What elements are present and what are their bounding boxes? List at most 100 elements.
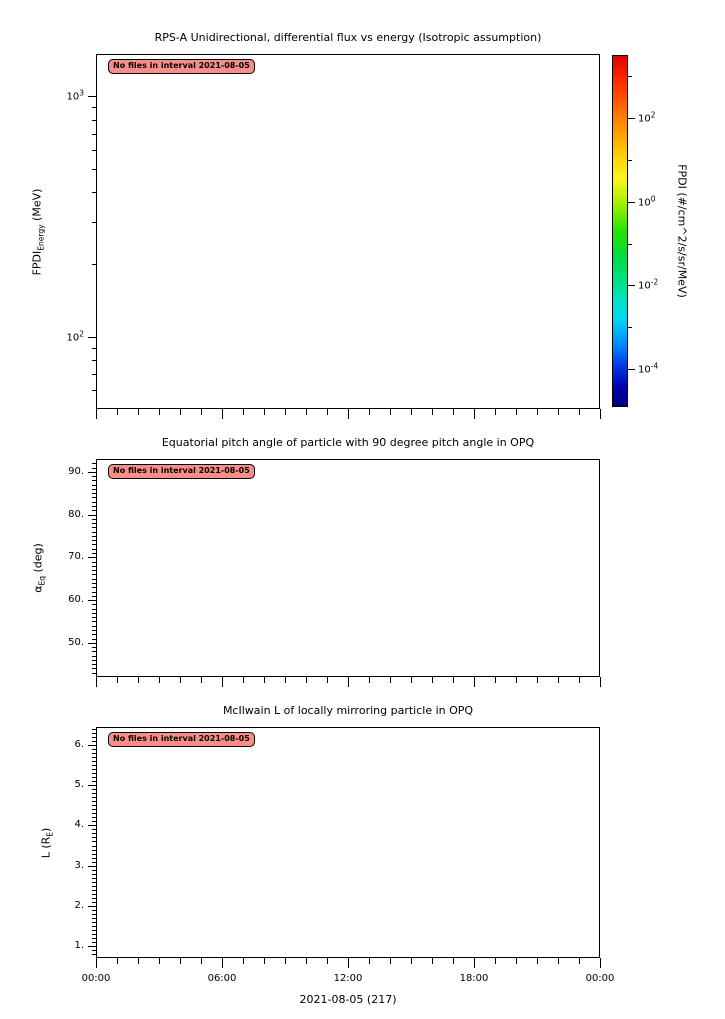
x-minor-tick xyxy=(159,958,160,964)
colorbar-minor-tick xyxy=(628,243,632,245)
y-minor-tick xyxy=(92,885,96,887)
colorbar-minor-tick xyxy=(628,159,632,161)
y-minor-tick xyxy=(92,869,96,871)
y-minor-tick xyxy=(92,540,96,542)
y-minor-tick xyxy=(92,909,96,911)
y-minor-tick xyxy=(92,773,96,775)
y-major-tick xyxy=(88,745,96,747)
x-minor-tick xyxy=(180,958,181,964)
y-minor-tick xyxy=(92,933,96,935)
y-minor-tick xyxy=(92,107,96,109)
x-minor-tick xyxy=(516,677,517,683)
x-minor-tick xyxy=(138,409,139,415)
y-minor-tick xyxy=(92,789,96,791)
y-minor-tick xyxy=(92,480,96,482)
y-major-tick xyxy=(88,336,96,338)
x-tick-label: 12:00 xyxy=(333,973,363,984)
y-minor-tick xyxy=(92,510,96,512)
x-minor-tick xyxy=(558,409,559,415)
y-minor-tick xyxy=(92,781,96,783)
x-major-tick xyxy=(600,677,601,687)
y-minor-tick xyxy=(92,133,96,135)
x-minor-tick xyxy=(516,409,517,415)
colorbar-major-tick xyxy=(628,201,635,203)
x-major-tick xyxy=(222,677,223,687)
panel1-no-files-badge: No files in interval 2021-08-05 xyxy=(108,59,255,74)
colorbar-minor-tick xyxy=(628,327,632,329)
y-minor-tick xyxy=(92,570,96,572)
y-minor-tick xyxy=(92,897,96,899)
x-major-tick xyxy=(222,958,223,968)
x-minor-tick xyxy=(369,677,370,683)
x-minor-tick xyxy=(516,958,517,964)
x-major-tick xyxy=(474,409,475,419)
panel2-no-files-badge: No files in interval 2021-08-05 xyxy=(108,464,255,479)
y-minor-tick xyxy=(92,857,96,859)
x-major-tick xyxy=(96,409,97,419)
x-major-tick xyxy=(222,409,223,419)
x-tick-label: 00:00 xyxy=(585,973,615,984)
y-tick-label: 3. xyxy=(74,859,84,871)
y-minor-tick xyxy=(92,805,96,807)
x-minor-tick xyxy=(369,958,370,964)
y-minor-tick xyxy=(92,527,96,529)
x-minor-tick xyxy=(327,677,328,683)
x-minor-tick xyxy=(453,409,454,415)
y-minor-tick xyxy=(92,873,96,875)
y-minor-tick xyxy=(92,535,96,537)
x-minor-tick xyxy=(327,958,328,964)
y-tick-label: 90. xyxy=(68,465,84,477)
y-minor-tick xyxy=(92,119,96,121)
x-minor-tick xyxy=(579,409,580,415)
x-minor-tick xyxy=(495,958,496,964)
panel2-plot-area xyxy=(96,459,600,677)
y-major-tick xyxy=(88,557,96,559)
y-minor-tick xyxy=(92,929,96,931)
x-minor-tick xyxy=(117,409,118,415)
x-major-tick xyxy=(96,958,97,968)
y-minor-tick xyxy=(92,651,96,653)
panel2-title: Equatorial pitch angle of particle with … xyxy=(161,436,535,449)
panel1-plot-area xyxy=(96,54,600,409)
x-minor-tick xyxy=(537,958,538,964)
y-tick-label: 50. xyxy=(68,636,84,648)
colorbar-major-tick xyxy=(628,369,635,371)
y-minor-tick xyxy=(92,672,96,674)
y-minor-tick xyxy=(92,749,96,751)
y-minor-tick xyxy=(92,893,96,895)
x-minor-tick xyxy=(201,958,202,964)
y-minor-tick xyxy=(92,591,96,593)
x-minor-tick xyxy=(558,677,559,683)
y-minor-tick xyxy=(92,655,96,657)
x-minor-tick xyxy=(495,677,496,683)
x-minor-tick xyxy=(285,677,286,683)
y-major-tick xyxy=(88,905,96,907)
y-minor-tick xyxy=(92,809,96,811)
colorbar-axis-label: FPDI (#/cm^2/s/sr/MeV) xyxy=(675,164,689,298)
y-minor-tick xyxy=(92,518,96,520)
y-minor-tick xyxy=(92,497,96,499)
x-tick-label: 06:00 xyxy=(207,973,237,984)
y-minor-tick xyxy=(92,634,96,636)
y-minor-tick xyxy=(92,841,96,843)
y-minor-tick xyxy=(92,793,96,795)
y-minor-tick xyxy=(92,647,96,649)
x-minor-tick xyxy=(306,958,307,964)
colorbar-minor-tick xyxy=(628,75,632,77)
y-major-tick xyxy=(88,600,96,602)
panel3-plot-area xyxy=(96,727,600,958)
panel1-y-axis-label: FPDIEnergy (MeV) xyxy=(30,188,46,275)
y-minor-tick xyxy=(92,901,96,903)
x-minor-tick xyxy=(180,677,181,683)
y-minor-tick xyxy=(92,548,96,550)
y-minor-tick xyxy=(92,953,96,955)
y-minor-tick xyxy=(92,264,96,266)
y-minor-tick xyxy=(92,777,96,779)
y-minor-tick xyxy=(92,877,96,879)
y-minor-tick xyxy=(92,829,96,831)
x-minor-tick xyxy=(390,958,391,964)
x-minor-tick xyxy=(243,409,244,415)
y-minor-tick xyxy=(92,741,96,743)
y-minor-tick xyxy=(92,595,96,597)
x-minor-tick xyxy=(537,677,538,683)
